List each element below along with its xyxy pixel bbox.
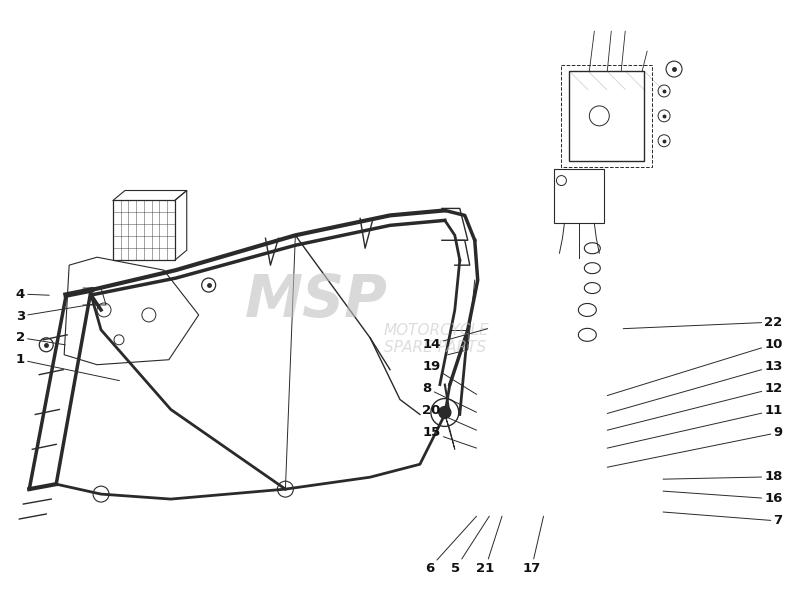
Text: 2: 2 xyxy=(16,331,65,345)
Text: 11: 11 xyxy=(607,404,782,448)
Text: 3: 3 xyxy=(16,304,93,323)
Text: 4: 4 xyxy=(16,287,50,301)
Text: 19: 19 xyxy=(422,360,477,394)
Text: 21: 21 xyxy=(476,516,502,575)
Text: 5: 5 xyxy=(451,516,490,575)
FancyBboxPatch shape xyxy=(113,200,174,260)
Text: 7: 7 xyxy=(663,512,782,527)
Text: 12: 12 xyxy=(607,382,782,430)
Circle shape xyxy=(439,407,451,418)
Text: 1: 1 xyxy=(16,353,119,380)
Text: 17: 17 xyxy=(522,516,543,575)
Text: 8: 8 xyxy=(422,382,477,412)
Text: 15: 15 xyxy=(422,426,477,448)
FancyBboxPatch shape xyxy=(554,169,604,223)
Text: 13: 13 xyxy=(607,360,782,413)
Text: 14: 14 xyxy=(422,329,488,350)
Text: MOTORCYCLE
SPARE PARTS: MOTORCYCLE SPARE PARTS xyxy=(384,323,490,355)
Text: 16: 16 xyxy=(663,491,782,505)
Text: 22: 22 xyxy=(623,316,782,329)
Text: 9: 9 xyxy=(607,426,782,467)
FancyBboxPatch shape xyxy=(570,71,644,161)
Text: 6: 6 xyxy=(425,516,477,575)
Text: 20: 20 xyxy=(422,404,477,430)
Text: 10: 10 xyxy=(607,338,782,395)
Text: 18: 18 xyxy=(663,470,782,483)
Text: MSP: MSP xyxy=(245,271,388,329)
